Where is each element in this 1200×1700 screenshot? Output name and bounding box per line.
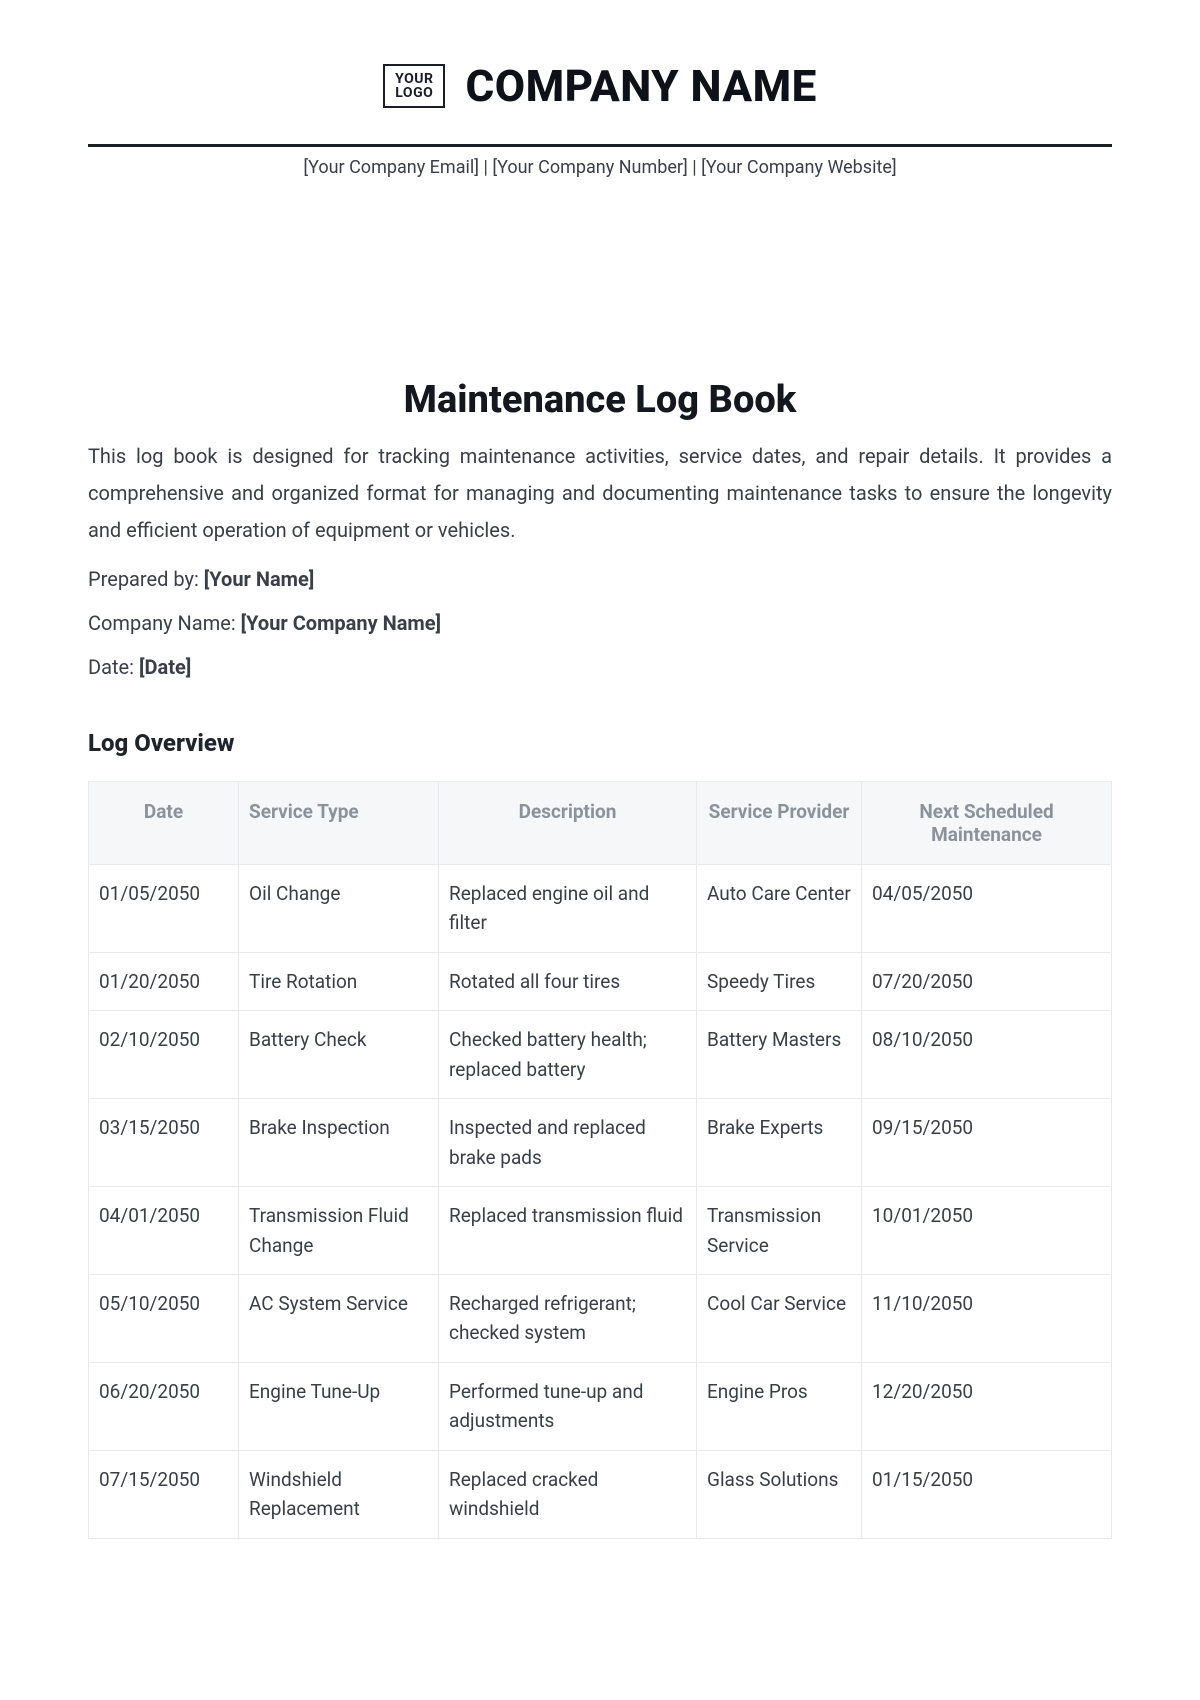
cell-date: 04/01/2050 (89, 1187, 239, 1275)
cell-service_type: Engine Tune-Up (239, 1362, 439, 1450)
contact-line: [Your Company Email] | [Your Company Num… (88, 147, 1112, 378)
cell-description: Checked battery health; replaced battery (439, 1011, 697, 1099)
cell-description: Inspected and replaced brake pads (439, 1099, 697, 1187)
cell-provider: Battery Masters (697, 1011, 862, 1099)
cell-next: 12/20/2050 (862, 1362, 1112, 1450)
table-row: 01/05/2050Oil ChangeReplaced engine oil … (89, 865, 1112, 953)
cell-provider: Brake Experts (697, 1099, 862, 1187)
table-row: 01/20/2050Tire RotationRotated all four … (89, 952, 1112, 1010)
cell-date: 06/20/2050 (89, 1362, 239, 1450)
cell-provider: Engine Pros (697, 1362, 862, 1450)
log-table-body: 01/05/2050Oil ChangeReplaced engine oil … (89, 865, 1112, 1539)
cell-next: 09/15/2050 (862, 1099, 1112, 1187)
log-overview-heading: Log Overview (88, 689, 1112, 781)
date-line: Date: [Date] (88, 645, 1112, 689)
cell-service_type: AC System Service (239, 1274, 439, 1362)
table-row: 02/10/2050Battery CheckChecked battery h… (89, 1011, 1112, 1099)
cell-next: 08/10/2050 (862, 1011, 1112, 1099)
cell-service_type: Tire Rotation (239, 952, 439, 1010)
cell-date: 03/15/2050 (89, 1099, 239, 1187)
col-description: Description (439, 782, 697, 865)
log-table-header-row: Date Service Type Description Service Pr… (89, 782, 1112, 865)
cell-service_type: Battery Check (239, 1011, 439, 1099)
prepared-by-label: Prepared by: (88, 567, 204, 591)
cell-date: 01/20/2050 (89, 952, 239, 1010)
company-name-heading: COMPANY NAME (465, 60, 816, 112)
cell-next: 07/20/2050 (862, 952, 1112, 1010)
company-name-line: Company Name: [Your Company Name] (88, 601, 1112, 645)
cell-date: 02/10/2050 (89, 1011, 239, 1099)
document-title: Maintenance Log Book (88, 378, 1112, 438)
table-row: 05/10/2050AC System ServiceRecharged ref… (89, 1274, 1112, 1362)
cell-next: 04/05/2050 (862, 865, 1112, 953)
cell-description: Replaced transmission fluid (439, 1187, 697, 1275)
col-date: Date (89, 782, 239, 865)
table-row: 07/15/2050Windshield ReplacementReplaced… (89, 1450, 1112, 1538)
page: YOUR LOGO COMPANY NAME [Your Company Ema… (0, 0, 1200, 1700)
cell-provider: Glass Solutions (697, 1450, 862, 1538)
table-row: 04/01/2050Transmission Fluid ChangeRepla… (89, 1187, 1112, 1275)
header: YOUR LOGO COMPANY NAME (88, 60, 1112, 144)
company-name-label: Company Name: (88, 611, 241, 635)
cell-description: Performed tune-up and adjustments (439, 1362, 697, 1450)
cell-service_type: Brake Inspection (239, 1099, 439, 1187)
cell-date: 05/10/2050 (89, 1274, 239, 1362)
table-row: 06/20/2050Engine Tune-UpPerformed tune-u… (89, 1362, 1112, 1450)
cell-next: 11/10/2050 (862, 1274, 1112, 1362)
logo-line-2: LOGO (395, 86, 433, 100)
intro-paragraph: This log book is designed for tracking m… (88, 438, 1112, 557)
col-next: Next Scheduled Maintenance (862, 782, 1112, 865)
cell-service_type: Windshield Replacement (239, 1450, 439, 1538)
cell-date: 07/15/2050 (89, 1450, 239, 1538)
log-table: Date Service Type Description Service Pr… (88, 781, 1112, 1539)
prepared-by-line: Prepared by: [Your Name] (88, 557, 1112, 601)
cell-provider: Cool Car Service (697, 1274, 862, 1362)
table-row: 03/15/2050Brake InspectionInspected and … (89, 1099, 1112, 1187)
prepared-by-value: [Your Name] (204, 567, 315, 591)
col-provider: Service Provider (697, 782, 862, 865)
cell-provider: Auto Care Center (697, 865, 862, 953)
date-value: [Date] (139, 655, 191, 679)
cell-provider: Transmission Service (697, 1187, 862, 1275)
cell-next: 01/15/2050 (862, 1450, 1112, 1538)
logo-line-1: YOUR (395, 72, 433, 86)
cell-service_type: Transmission Fluid Change (239, 1187, 439, 1275)
col-service-type: Service Type (239, 782, 439, 865)
date-label: Date: (88, 655, 139, 679)
company-name-value: [Your Company Name] (241, 611, 441, 635)
log-table-head: Date Service Type Description Service Pr… (89, 782, 1112, 865)
logo-placeholder: YOUR LOGO (383, 64, 445, 108)
cell-description: Replaced cracked windshield (439, 1450, 697, 1538)
cell-description: Rotated all four tires (439, 952, 697, 1010)
cell-date: 01/05/2050 (89, 865, 239, 953)
cell-next: 10/01/2050 (862, 1187, 1112, 1275)
cell-provider: Speedy Tires (697, 952, 862, 1010)
cell-description: Recharged refrigerant; checked system (439, 1274, 697, 1362)
cell-service_type: Oil Change (239, 865, 439, 953)
cell-description: Replaced engine oil and filter (439, 865, 697, 953)
